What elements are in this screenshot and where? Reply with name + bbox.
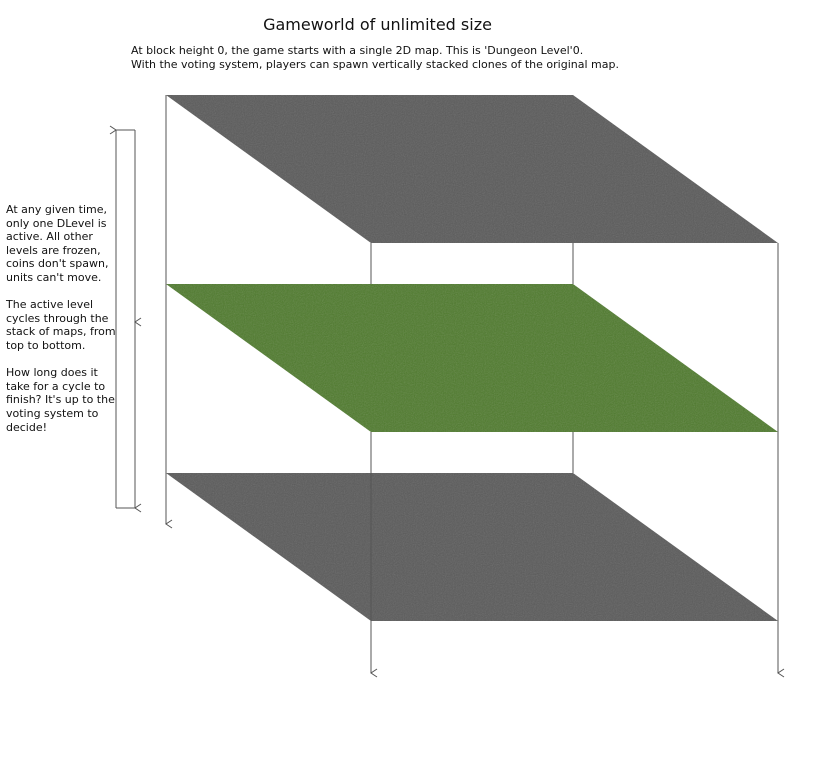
side-note: At any given time, only one DLevel is ac… bbox=[6, 203, 118, 448]
side-note-paragraph-3: How long does it take for a cycle to fin… bbox=[6, 366, 115, 434]
intro-line-1: At block height 0, the game starts with … bbox=[131, 44, 584, 57]
level-bottom bbox=[166, 473, 778, 621]
cycle-bracket bbox=[109, 125, 142, 513]
intro-line-2: With the voting system, players can spaw… bbox=[131, 58, 619, 71]
diagram-title: Gameworld of unlimited size bbox=[263, 15, 492, 34]
side-note-paragraph-1: At any given time, only one DLevel is ac… bbox=[6, 203, 109, 284]
level-middle-active bbox=[166, 284, 778, 432]
level-top bbox=[166, 95, 778, 243]
intro-text: At block height 0, the game starts with … bbox=[131, 44, 619, 72]
side-note-paragraph-2: The active level cycles through the stac… bbox=[6, 298, 116, 352]
